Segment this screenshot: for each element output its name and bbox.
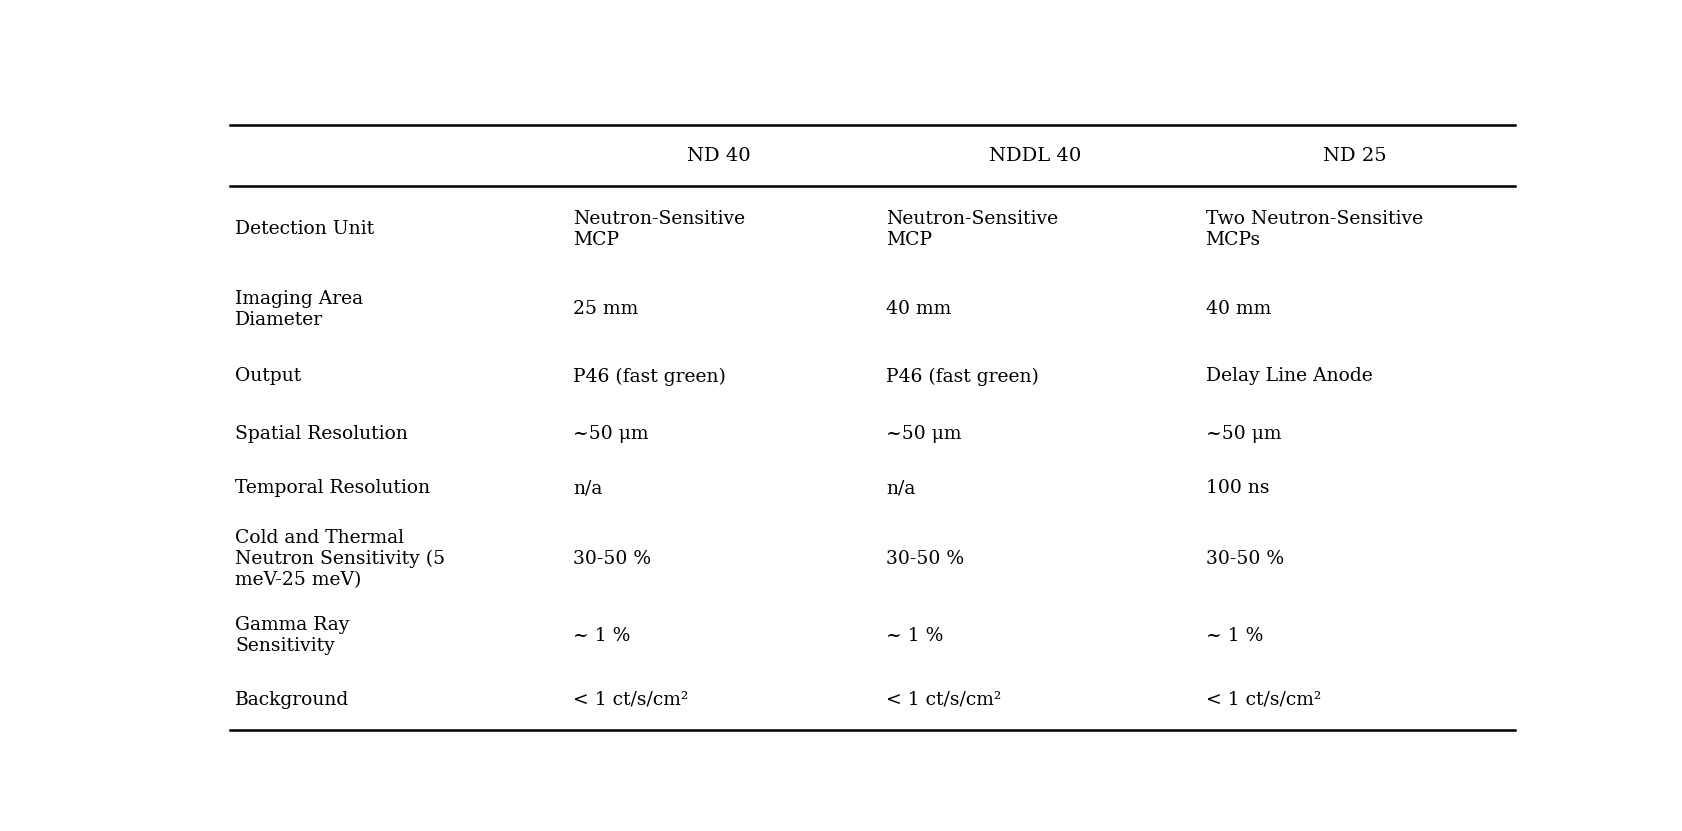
Text: P46 (fast green): P46 (fast green) (885, 367, 1038, 386)
Text: Output: Output (235, 367, 301, 386)
Text: P46 (fast green): P46 (fast green) (572, 367, 725, 386)
Text: ~50 μm: ~50 μm (885, 425, 960, 443)
Text: Temporal Resolution: Temporal Resolution (235, 479, 431, 498)
Text: ~50 μm: ~50 μm (1204, 425, 1280, 443)
Text: ~50 μm: ~50 μm (572, 425, 648, 443)
Text: Two Neutron-Sensitive
MCPs: Two Neutron-Sensitive MCPs (1204, 210, 1421, 248)
Text: < 1 ct/s/cm²: < 1 ct/s/cm² (885, 691, 1001, 709)
Text: Imaging Area
Diameter: Imaging Area Diameter (235, 290, 363, 329)
Text: ~ 1 %: ~ 1 % (572, 627, 631, 645)
Text: n/a: n/a (885, 479, 915, 498)
Text: 100 ns: 100 ns (1204, 479, 1268, 498)
Text: ND 25: ND 25 (1322, 147, 1386, 165)
Text: 30-50 %: 30-50 % (1204, 550, 1283, 568)
Text: 25 mm: 25 mm (572, 300, 637, 318)
Text: 40 mm: 40 mm (885, 300, 950, 318)
Text: 40 mm: 40 mm (1204, 300, 1270, 318)
Text: n/a: n/a (572, 479, 602, 498)
Text: NDDL 40: NDDL 40 (989, 147, 1082, 165)
Text: Neutron-Sensitive
MCP: Neutron-Sensitive MCP (572, 210, 745, 248)
Text: Detection Unit: Detection Unit (235, 220, 373, 238)
Text: Neutron-Sensitive
MCP: Neutron-Sensitive MCP (885, 210, 1058, 248)
Text: ND 40: ND 40 (686, 147, 750, 165)
Text: Background: Background (235, 691, 350, 709)
Text: Delay Line Anode: Delay Line Anode (1204, 367, 1371, 386)
Text: ~ 1 %: ~ 1 % (1204, 627, 1262, 645)
Text: Cold and Thermal
Neutron Sensitivity (5
meV-25 meV): Cold and Thermal Neutron Sensitivity (5 … (235, 529, 446, 589)
Text: 30-50 %: 30-50 % (885, 550, 964, 568)
Text: ~ 1 %: ~ 1 % (885, 627, 944, 645)
Text: Gamma Ray
Sensitivity: Gamma Ray Sensitivity (235, 617, 350, 655)
Text: < 1 ct/s/cm²: < 1 ct/s/cm² (1204, 691, 1320, 709)
Text: 30-50 %: 30-50 % (572, 550, 651, 568)
Text: < 1 ct/s/cm²: < 1 ct/s/cm² (572, 691, 688, 709)
Text: Spatial Resolution: Spatial Resolution (235, 425, 407, 443)
